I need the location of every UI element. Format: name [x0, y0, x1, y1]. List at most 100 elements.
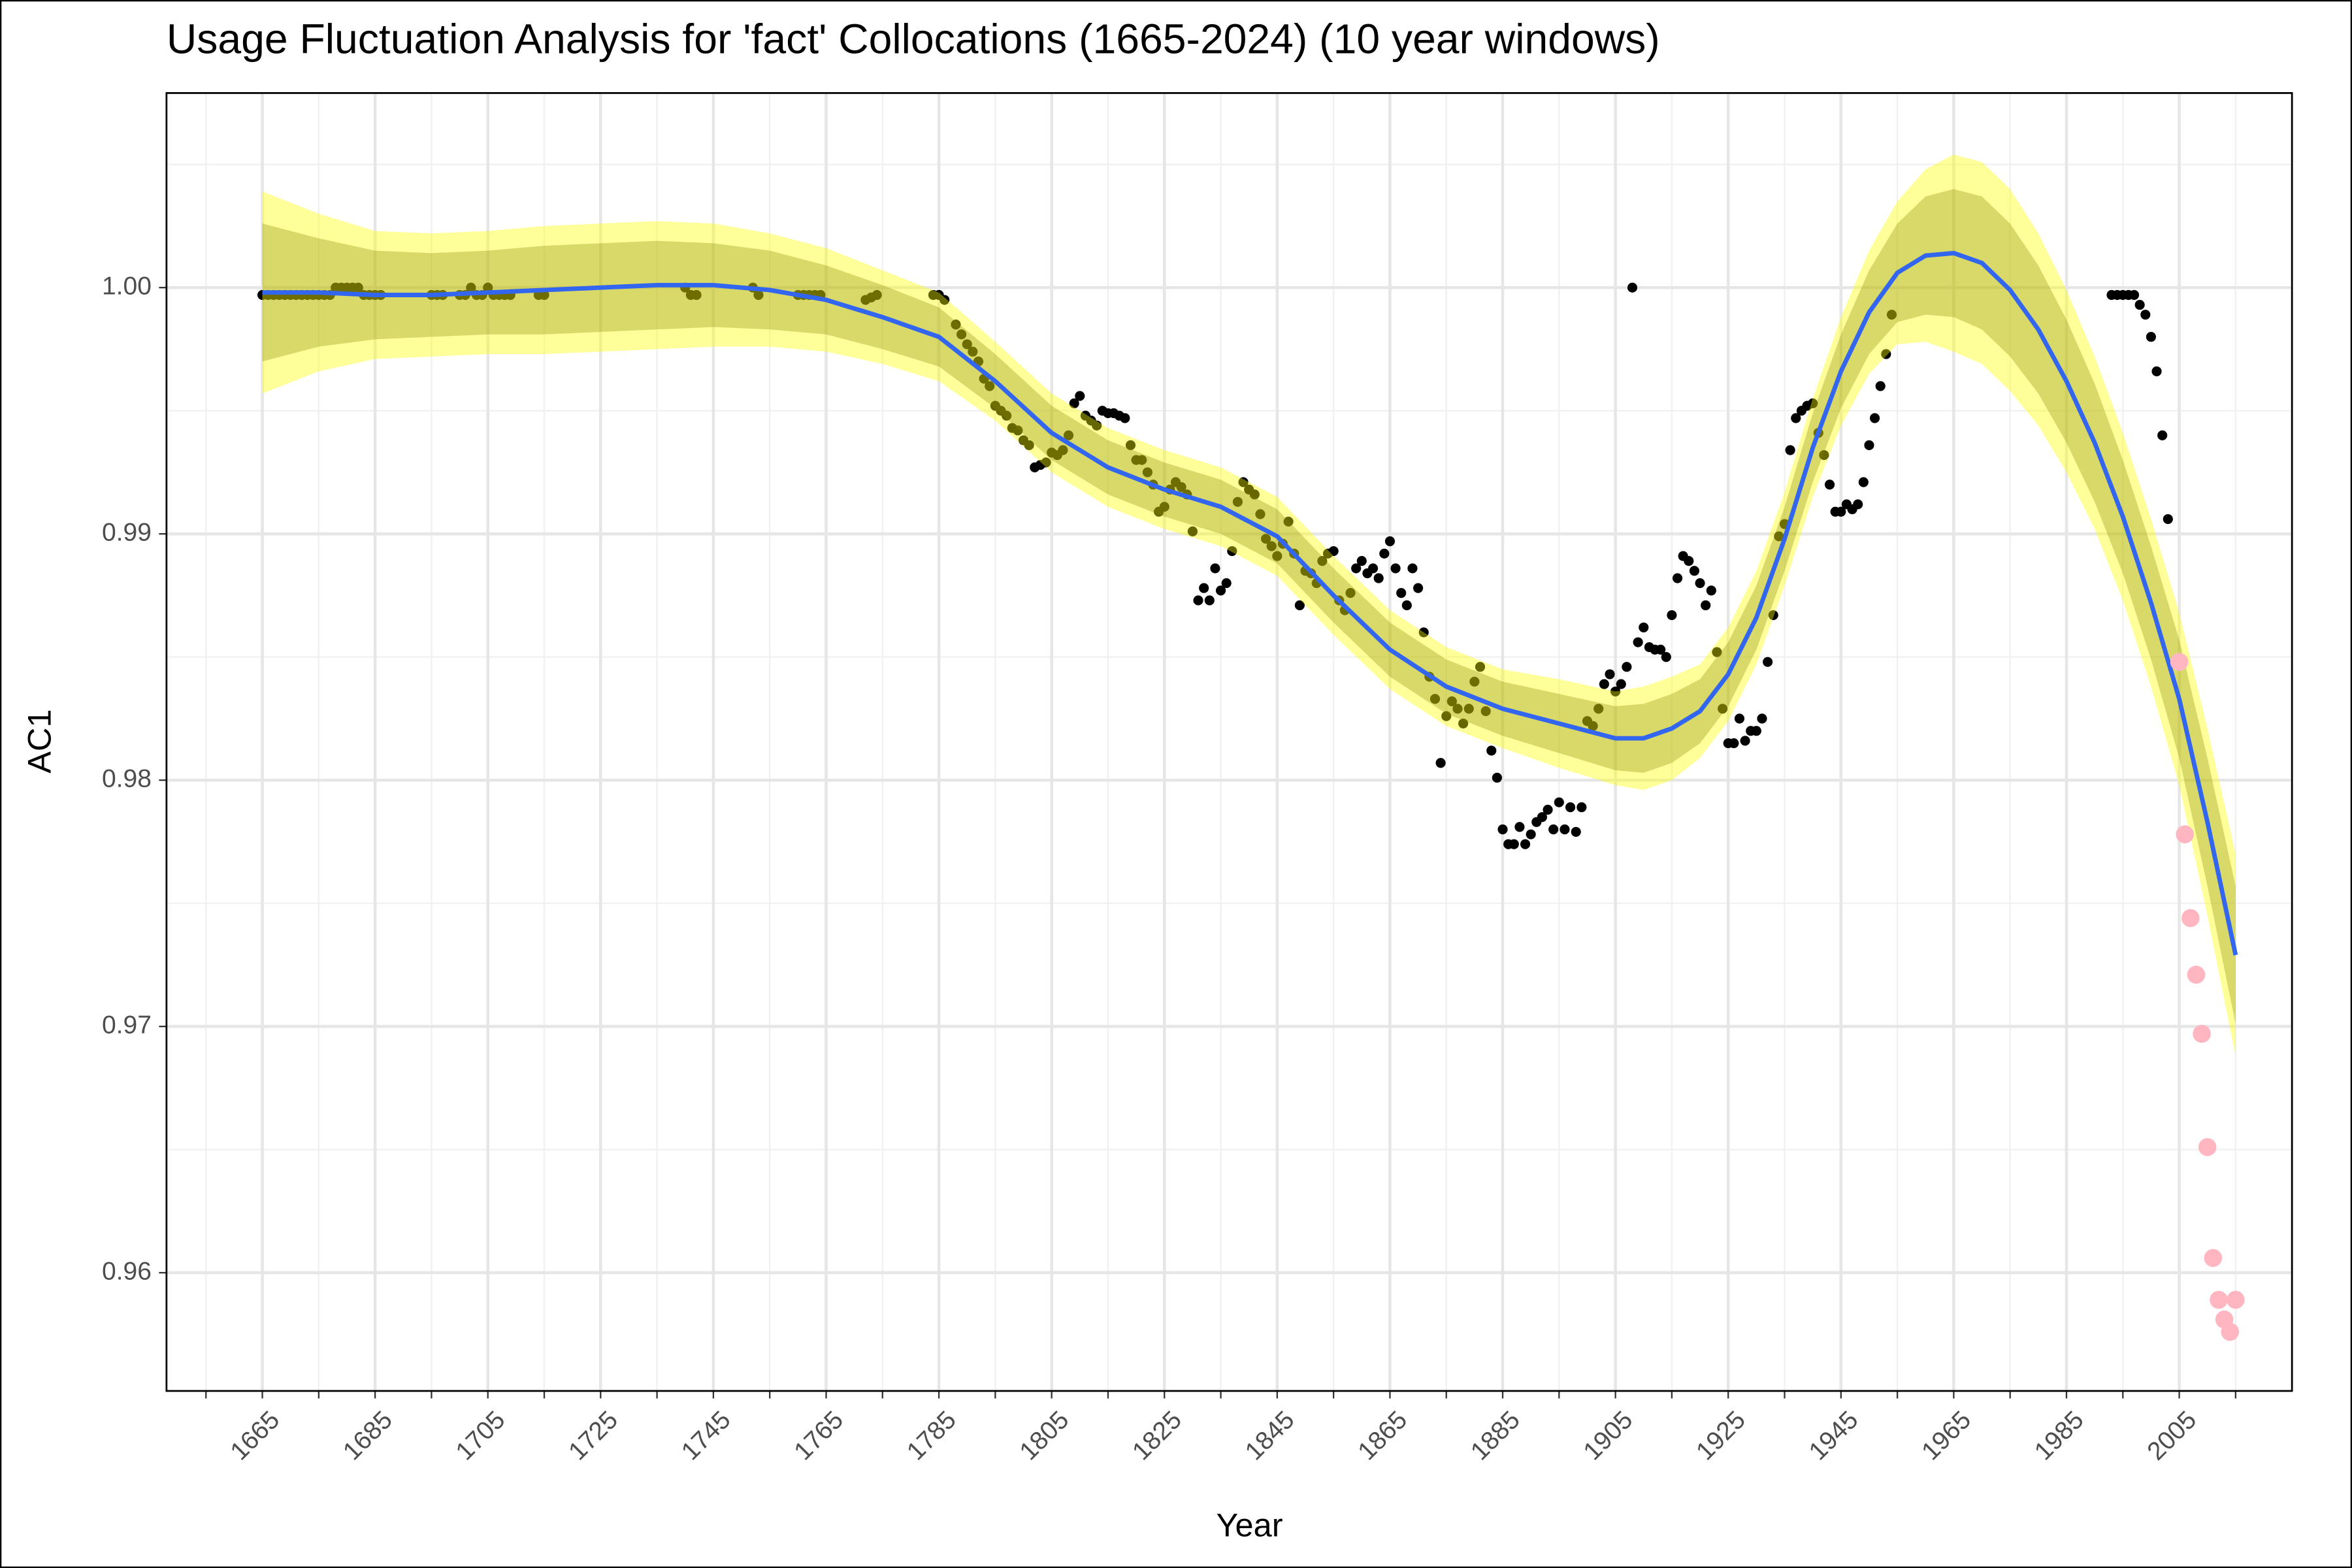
data-point — [1210, 563, 1220, 574]
data-point — [2170, 653, 2189, 671]
data-point — [872, 289, 882, 301]
data-point — [1548, 824, 1559, 835]
data-point — [1701, 600, 1711, 611]
data-point — [1294, 600, 1305, 611]
y-tick-label: 0.98 — [102, 764, 152, 792]
y-tick-label: 0.99 — [102, 518, 152, 546]
data-point — [1605, 669, 1615, 679]
data-point — [1588, 721, 1598, 731]
data-point — [1069, 398, 1079, 408]
confidence-band — [262, 154, 2236, 1056]
data-point — [2157, 430, 2168, 440]
data-point — [1639, 622, 1649, 632]
data-point — [951, 319, 961, 330]
chart-title: Usage Fluctuation Analysis for 'fact' Co… — [167, 15, 1660, 62]
data-point — [1808, 398, 1818, 408]
data-point — [1390, 563, 1401, 574]
data-point — [1261, 534, 1271, 544]
data-point — [1774, 531, 1784, 542]
data-point — [1125, 440, 1136, 451]
data-point — [1695, 578, 1705, 589]
data-point — [1622, 662, 1632, 672]
data-point — [1824, 480, 1835, 490]
data-point — [2221, 1322, 2240, 1341]
data-point — [1063, 430, 1074, 440]
data-point — [1396, 588, 1407, 598]
data-point — [1137, 455, 1147, 465]
data-point — [1379, 548, 1390, 559]
data-point — [1886, 310, 1897, 320]
data-point — [1740, 736, 1750, 746]
data-point — [1446, 696, 1457, 707]
plot-area — [257, 154, 2245, 1341]
data-point — [1593, 704, 1604, 714]
data-point — [1249, 489, 1260, 500]
data-point — [1328, 546, 1339, 557]
data-point — [1768, 610, 1778, 621]
data-point — [1176, 482, 1186, 493]
data-point — [1227, 546, 1237, 557]
data-point — [956, 329, 967, 340]
data-point — [985, 381, 995, 391]
data-point — [1187, 526, 1198, 536]
data-point — [1684, 556, 1694, 566]
data-point — [1661, 652, 1671, 662]
data-point — [1785, 445, 1795, 455]
data-point — [1729, 738, 1739, 749]
data-point — [2187, 966, 2206, 984]
data-point — [2151, 366, 2162, 376]
data-point — [1560, 824, 1570, 835]
data-point — [962, 339, 972, 350]
data-point — [1672, 573, 1683, 583]
data-point — [1221, 578, 1232, 589]
data-point — [2193, 1024, 2211, 1043]
data-point — [1401, 600, 1412, 611]
smooth-line — [262, 250, 2238, 956]
data-point — [1159, 502, 1169, 512]
data-point — [1384, 536, 1396, 547]
data-point — [1706, 585, 1716, 596]
data-point — [1356, 556, 1367, 566]
data-point — [1565, 802, 1576, 813]
data-point — [1616, 679, 1626, 689]
data-point — [1452, 704, 1463, 714]
data-point — [1204, 595, 1215, 606]
data-point — [1819, 449, 1829, 461]
data-point — [1492, 772, 1502, 783]
data-point — [2146, 332, 2157, 342]
grid — [166, 93, 2293, 1399]
data-point — [1215, 585, 1226, 596]
confidence-band — [262, 189, 2236, 1024]
data-point — [1610, 686, 1621, 696]
data-point — [1627, 282, 1638, 293]
data-point — [691, 289, 702, 301]
data-point — [1751, 726, 1761, 736]
data-point — [1881, 349, 1891, 359]
data-point — [1734, 713, 1745, 724]
y-axis-title: AC1 — [21, 709, 58, 773]
data-point — [1543, 804, 1553, 815]
data-point — [2227, 1290, 2245, 1309]
data-point — [2176, 825, 2194, 843]
data-point — [1193, 595, 1203, 606]
data-point — [1435, 758, 1446, 768]
data-point — [1599, 679, 1609, 689]
x-axis-title: Year — [1216, 1506, 1282, 1543]
data-point — [1458, 718, 1469, 729]
data-point — [1463, 704, 1474, 714]
data-point — [939, 295, 950, 305]
y-tick-label: 0.96 — [102, 1257, 152, 1285]
data-point — [1418, 627, 1429, 638]
data-point — [1571, 826, 1581, 837]
data-point — [1537, 812, 1548, 823]
data-point — [466, 282, 476, 293]
data-point — [2181, 909, 2200, 928]
data-point — [483, 282, 493, 293]
data-point — [1757, 713, 1767, 724]
data-point — [2198, 1138, 2217, 1156]
data-point — [1232, 497, 1243, 507]
data-point — [353, 282, 363, 293]
